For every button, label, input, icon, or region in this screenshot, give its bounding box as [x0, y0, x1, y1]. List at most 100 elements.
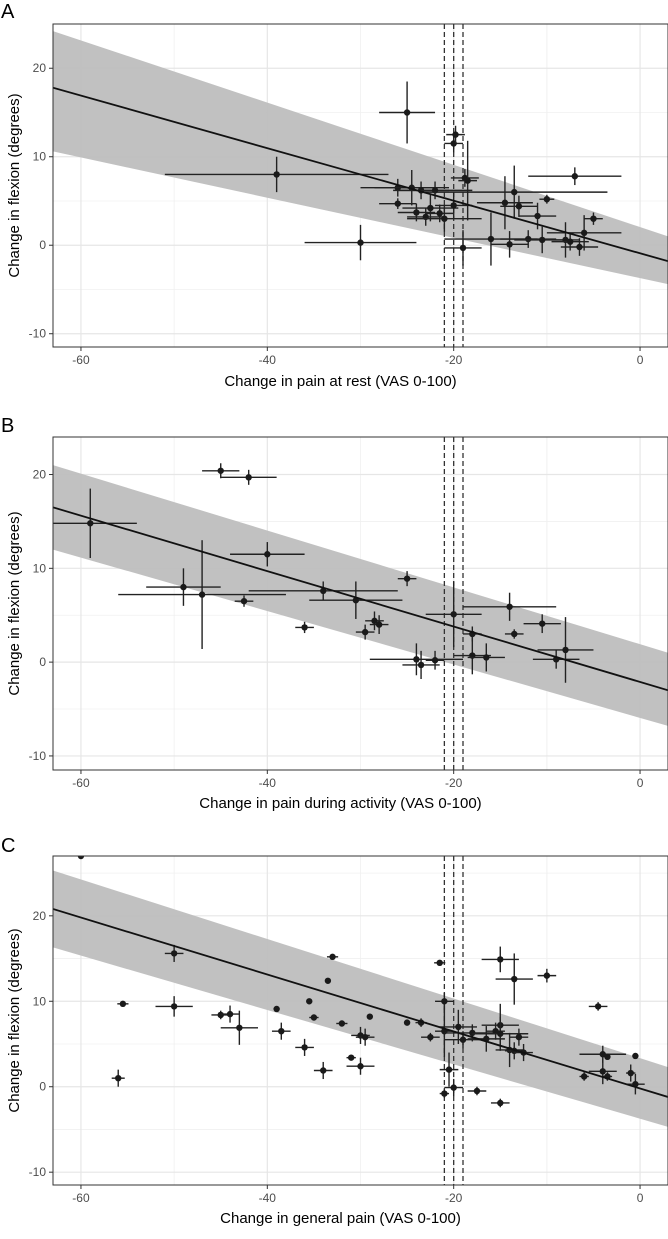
point-marker — [594, 1003, 602, 1010]
data-point — [537, 617, 594, 683]
point-marker — [394, 200, 401, 207]
point-marker — [543, 972, 551, 979]
regression-line — [53, 86, 668, 263]
point-marker — [459, 244, 467, 252]
data-point — [495, 953, 533, 1005]
point-marker — [473, 1087, 481, 1095]
y-tick-label: 10 — [33, 150, 47, 164]
data-point — [476, 176, 533, 230]
x-tick-label: -60 — [72, 1191, 90, 1205]
panel-label: A — [1, 1, 15, 23]
data-point — [546, 215, 622, 251]
data-point — [588, 1058, 617, 1085]
point-marker — [403, 109, 411, 116]
data-point — [369, 643, 463, 676]
point-marker — [198, 591, 206, 598]
x-tick-label: 0 — [637, 776, 644, 790]
point-marker — [357, 1063, 364, 1070]
data-point — [402, 650, 440, 680]
data-point — [439, 1052, 459, 1087]
point-marker — [501, 199, 509, 206]
point-marker — [571, 173, 579, 180]
x-tick-label: 0 — [637, 353, 644, 367]
point-marker — [427, 204, 434, 212]
point-marker — [301, 1044, 308, 1051]
panel-label: C — [1, 835, 15, 857]
point-marker — [441, 215, 448, 222]
data-point — [490, 1098, 510, 1108]
data-point — [304, 224, 417, 261]
point-marker — [115, 1074, 122, 1082]
point-marker — [599, 1068, 606, 1075]
point-marker — [273, 171, 280, 178]
point-marker — [525, 235, 532, 243]
plot-layer — [53, 437, 668, 770]
x-tick-label: -60 — [72, 353, 90, 367]
y-tick-label: -10 — [29, 749, 47, 763]
panel-border — [52, 23, 668, 348]
y-tick-label: 0 — [39, 1080, 46, 1094]
data-point — [421, 165, 608, 219]
point-marker — [506, 603, 513, 610]
data-point — [220, 1010, 258, 1045]
data-point — [402, 194, 459, 222]
data-point — [326, 953, 339, 961]
point-marker — [441, 998, 448, 1005]
x-tick-label: 0 — [637, 1191, 644, 1205]
point-marker — [539, 236, 546, 244]
point-marker — [543, 196, 551, 203]
point-marker — [119, 1000, 127, 1008]
point-marker — [492, 1027, 499, 1035]
point-marker — [483, 654, 490, 661]
data-point — [220, 1005, 240, 1023]
point-marker — [427, 1033, 434, 1041]
data-point — [444, 1079, 463, 1097]
data-point — [77, 856, 85, 860]
confidence-band — [53, 31, 668, 285]
data-point — [365, 611, 384, 631]
point-marker — [320, 1067, 327, 1074]
point-marker — [245, 474, 252, 481]
point-marker — [217, 1011, 224, 1019]
point-marker — [264, 551, 271, 558]
point-marker — [347, 1054, 355, 1061]
data-point — [211, 1010, 231, 1020]
data-point — [366, 1013, 374, 1020]
point-marker — [576, 243, 583, 251]
point-marker — [180, 583, 187, 591]
x-tick-label: -60 — [72, 776, 90, 790]
data-point — [155, 996, 193, 1017]
panel-border — [52, 436, 668, 771]
point-marker — [506, 241, 513, 248]
point-marker — [627, 1069, 634, 1077]
data-point — [111, 1069, 125, 1087]
y-tick-label: 10 — [33, 994, 47, 1008]
panel-c: -60 -40 -20 0 -10 0 10 20 Change in general pain… — [1, 835, 668, 1227]
point-marker — [371, 617, 378, 625]
y-tick-label: -10 — [29, 1165, 47, 1179]
data-point — [509, 1028, 529, 1046]
point-marker — [452, 131, 459, 138]
data-point — [313, 1061, 333, 1080]
point-marker — [497, 1099, 504, 1107]
point-marker — [87, 520, 94, 527]
panel-label: B — [1, 415, 14, 437]
point-marker — [217, 467, 224, 474]
data-point — [379, 81, 436, 144]
x-axis-title: Change in pain during activity (VAS 0-10… — [199, 795, 481, 812]
regression-line — [53, 908, 668, 1098]
data-point — [397, 571, 417, 587]
data-point — [539, 194, 555, 204]
data-point — [369, 615, 389, 634]
point-marker — [566, 238, 574, 245]
y-tick-label: 20 — [33, 468, 47, 482]
data-point — [403, 1019, 411, 1026]
data-point — [626, 1064, 636, 1082]
point-marker — [170, 1003, 178, 1010]
y-tick-label: -10 — [29, 327, 47, 341]
point-marker — [436, 210, 443, 217]
panel-border — [52, 855, 668, 1186]
point-marker — [240, 597, 248, 605]
data-point — [584, 212, 603, 225]
